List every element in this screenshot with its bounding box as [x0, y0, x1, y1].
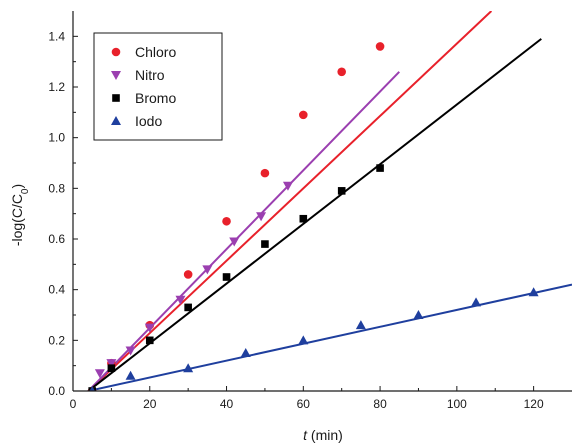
plot-content — [87, 11, 572, 391]
data-point-bromo-5 — [261, 240, 269, 248]
data-point-bromo-8 — [376, 164, 384, 172]
data-point-bromo-2 — [145, 336, 154, 345]
data-point-nitro-5 — [202, 265, 213, 275]
data-point-iodo-1 — [125, 370, 136, 380]
axes: 0 20 40 60 80 100 120 0.0 0.2 0.4 0.6 0.8 1.0 1.2 1.4 — [48, 11, 572, 411]
data-point-chloro-7 — [337, 67, 346, 77]
data-point-bromo-3 — [184, 303, 192, 312]
y-tick-label-6: 1.2 — [48, 80, 65, 94]
legend-marker-nitro — [111, 71, 121, 80]
data-point-nitro-2 — [125, 346, 136, 356]
data-point-nitro-6 — [229, 237, 240, 247]
data-point-bromo-1 — [107, 364, 116, 372]
y-tick-label-3: 0.6 — [48, 232, 65, 246]
legend-marker-chloro — [111, 47, 121, 57]
x-tick-label-2: 40 — [220, 397, 234, 411]
data-point-nitro-7 — [256, 212, 267, 222]
x-tick-label-3: 60 — [297, 397, 311, 411]
x-axis-title-unit: (min) — [307, 427, 343, 443]
data-point-iodo-3 — [240, 348, 251, 357]
x-axis-title: t (min) — [303, 427, 343, 443]
data-point-iodo-6 — [413, 310, 424, 319]
fit-line-bromo — [87, 38, 542, 391]
data-point-nitro-0 — [94, 369, 105, 379]
x-tick-label-0: 0 — [70, 397, 77, 411]
data-point-iodo-5 — [355, 320, 366, 330]
data-point-bromo-6 — [299, 214, 308, 223]
x-tick-label-4: 80 — [373, 397, 387, 411]
legend-label-iodo: Iodo — [135, 113, 162, 129]
legend-label-chloro: Chloro — [135, 44, 176, 60]
data-point-iodo-0 — [89, 386, 95, 391]
data-point-chloro-4 — [222, 216, 231, 226]
data-point-iodo-4 — [298, 335, 309, 345]
x-tick-label-5: 100 — [447, 397, 467, 411]
x-axis-title-var: t — [303, 427, 308, 443]
legend-marker-iodo — [111, 116, 121, 125]
legend-marker-bromo — [112, 94, 120, 102]
legend-label-bromo: Bromo — [135, 90, 176, 106]
fit-line-iodo — [88, 283, 572, 391]
data-point-nitro-3 — [144, 323, 155, 333]
data-point-chloro-8 — [375, 42, 385, 51]
data-point-chloro-3 — [183, 270, 193, 279]
y-axis-title-close: ) — [9, 184, 25, 189]
data-point-chloro-6 — [299, 110, 308, 120]
y-tick-label-1: 0.2 — [48, 333, 65, 347]
y-axis-title-main: -log(C/C — [9, 194, 25, 246]
x-tick-label-1: 20 — [143, 397, 157, 411]
y-tick-label-2: 0.4 — [48, 283, 65, 297]
data-point-nitro-8 — [282, 181, 293, 191]
y-axis-title-sub: 0 — [20, 188, 31, 194]
legend: Chloro Nitro Bromo Iodo — [93, 32, 223, 141]
y-tick-label-7: 1.4 — [48, 29, 65, 43]
data-point-nitro-4 — [175, 295, 186, 305]
data-point-chloro-5 — [260, 168, 270, 178]
legend-label-nitro: Nitro — [135, 67, 165, 83]
data-point-nitro-1 — [106, 359, 117, 369]
y-tick-label-5: 1.0 — [48, 131, 65, 145]
x-tick-label-6: 120 — [524, 397, 544, 411]
data-point-iodo-7 — [471, 297, 482, 307]
data-point-iodo-2 — [183, 363, 194, 373]
y-axis-title: -log(C/C0) — [9, 184, 31, 246]
y-tick-label-4: 0.8 — [48, 181, 65, 195]
fit-line-chloro — [87, 11, 493, 391]
y-tick-label-0: 0.0 — [48, 384, 65, 398]
data-point-bromo-7 — [337, 187, 346, 195]
fit-line-nitro — [87, 71, 400, 391]
data-point-bromo-4 — [222, 273, 231, 281]
data-point-iodo-8 — [528, 287, 539, 297]
